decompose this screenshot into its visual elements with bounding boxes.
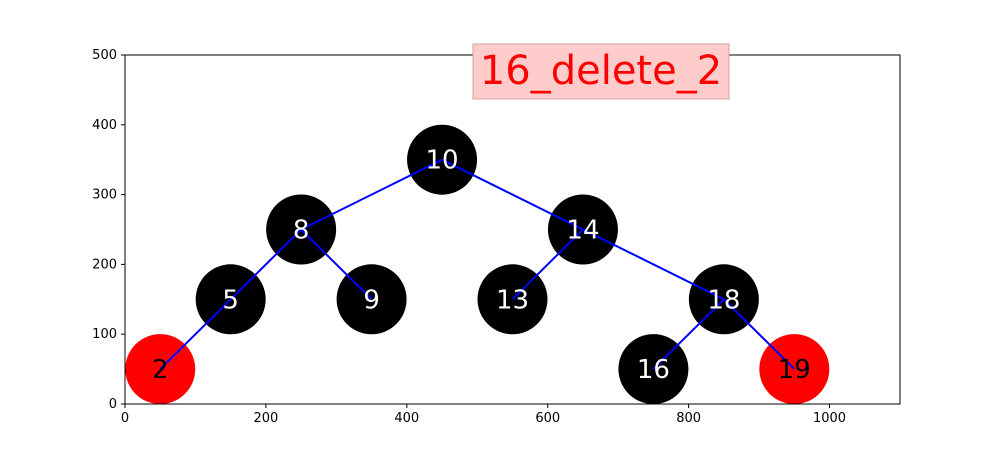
tree-edge xyxy=(300,158,443,231)
node-label: 10 xyxy=(425,146,458,176)
node-label: 2 xyxy=(152,355,169,385)
x-tick-label: 1000 xyxy=(813,411,846,426)
edges-layer xyxy=(159,158,796,370)
node-label: 18 xyxy=(707,285,740,315)
node-label: 16 xyxy=(637,355,670,385)
x-tick-label: 400 xyxy=(394,411,419,426)
node-label: 5 xyxy=(222,285,239,315)
nodes-layer xyxy=(125,124,830,405)
y-tick-label: 200 xyxy=(92,257,117,272)
title-box: 16_delete_2 xyxy=(472,43,730,100)
axis-ticks: 0 200 400 600 800 1000 0 100 200 300 400 500 xyxy=(92,48,846,426)
y-tick-label: 400 xyxy=(92,118,117,133)
title-background xyxy=(472,43,730,100)
tree-edge xyxy=(511,228,584,301)
node-label: 19 xyxy=(778,355,811,385)
tree-edge xyxy=(582,228,725,301)
tree-edge xyxy=(229,228,302,301)
y-tick-label: 300 xyxy=(92,188,117,203)
x-tick-label: 0 xyxy=(121,411,129,426)
node-label: 13 xyxy=(496,285,529,315)
node-label: 14 xyxy=(566,216,599,246)
tree-edge xyxy=(652,298,725,370)
tree-edge xyxy=(723,298,796,370)
x-tick-label: 200 xyxy=(253,411,278,426)
x-tick-label: 800 xyxy=(676,411,701,426)
chart-title: 16_delete_2 xyxy=(480,48,722,94)
y-tick-label: 500 xyxy=(92,48,117,63)
node-label: 8 xyxy=(293,216,310,246)
tree-edge xyxy=(441,158,584,231)
tree-edge xyxy=(159,298,232,370)
tree-edge xyxy=(300,228,373,301)
y-tick-label: 0 xyxy=(109,397,117,412)
y-tick-label: 100 xyxy=(92,327,117,342)
x-tick-label: 600 xyxy=(535,411,560,426)
node-label: 9 xyxy=(363,285,380,315)
node-labels: 10 8 14 5 9 13 18 2 16 19 xyxy=(152,146,811,385)
